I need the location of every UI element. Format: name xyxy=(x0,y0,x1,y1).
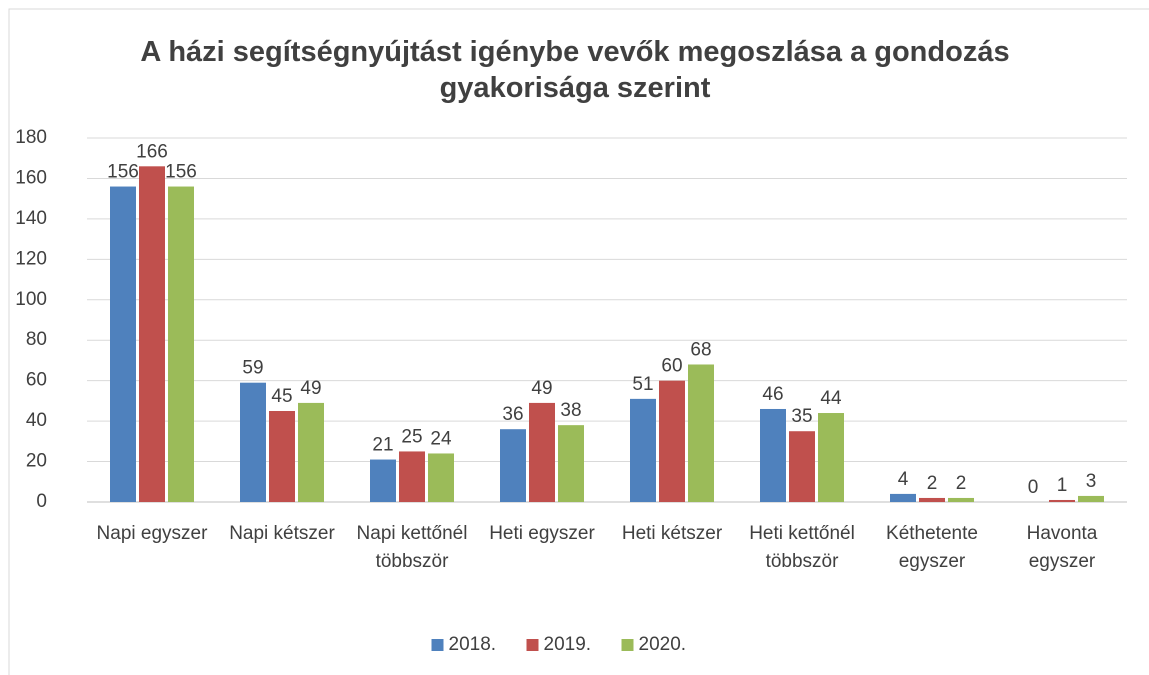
x-tick-label: Heti kétszer xyxy=(621,523,723,544)
y-tick-label: 40 xyxy=(26,410,47,431)
y-tick-label: 140 xyxy=(15,208,47,229)
bar xyxy=(688,364,714,502)
y-tick-label: 180 xyxy=(15,127,47,148)
data-label: 51 xyxy=(632,374,653,395)
bar xyxy=(298,402,324,502)
data-label: 3 xyxy=(1086,471,1097,492)
data-label: 25 xyxy=(401,426,422,447)
data-label: 0 xyxy=(1028,477,1039,498)
bar xyxy=(1078,495,1104,502)
bar xyxy=(558,425,584,502)
bar xyxy=(428,453,454,502)
data-label: 59 xyxy=(242,358,263,379)
data-label: 24 xyxy=(430,428,452,449)
bar xyxy=(818,413,844,502)
y-tick-label: 160 xyxy=(15,167,47,188)
data-label: 156 xyxy=(107,162,139,183)
x-tick-label: Napi kétszer xyxy=(229,523,335,544)
chart-frame xyxy=(8,8,1149,675)
bar xyxy=(500,429,526,502)
legend-swatch xyxy=(526,639,539,651)
bar xyxy=(760,408,786,502)
bar xyxy=(168,186,194,503)
data-label: 46 xyxy=(762,384,783,405)
x-tick-label: Heti egyszer xyxy=(489,523,595,544)
y-tick-label: 0 xyxy=(36,491,47,512)
data-label: 49 xyxy=(531,378,552,399)
chart-title: A házi segítségnyújtást igénybe vevők me… xyxy=(140,36,1010,104)
legend-label: 2019. xyxy=(544,634,592,655)
bar xyxy=(370,459,396,502)
data-label: 4 xyxy=(898,469,909,490)
data-label: 166 xyxy=(136,141,168,162)
data-label: 2 xyxy=(927,473,938,494)
legend-label: 2020. xyxy=(639,634,687,655)
x-tick-label: Napi kettőnél többször xyxy=(356,523,468,572)
data-label: 35 xyxy=(791,406,812,427)
data-label: 2 xyxy=(956,473,967,494)
data-label: 21 xyxy=(372,435,393,456)
y-tick-label: 120 xyxy=(15,248,47,269)
data-label: 36 xyxy=(502,404,523,425)
data-label: 1 xyxy=(1057,475,1068,496)
x-tick-label: Napi egyszer xyxy=(96,523,208,544)
x-tick-label: Havonta egyszer xyxy=(1026,523,1098,572)
x-tick-label: Kéthetente egyszer xyxy=(886,523,978,572)
x-tick-label: Heti kettőnél többször xyxy=(749,523,855,572)
bar xyxy=(890,493,916,502)
bar xyxy=(399,451,425,502)
legend-swatch xyxy=(431,639,444,651)
bar xyxy=(139,166,165,503)
data-label: 38 xyxy=(560,400,581,421)
bar xyxy=(269,411,295,502)
bar xyxy=(789,431,815,502)
y-tick-label: 60 xyxy=(26,370,47,391)
data-label: 156 xyxy=(165,162,197,183)
y-tick-label: 20 xyxy=(26,451,47,472)
bar xyxy=(529,402,555,502)
bar xyxy=(659,380,685,502)
legend-label: 2018. xyxy=(449,634,497,655)
data-label: 49 xyxy=(300,378,321,399)
bar xyxy=(630,398,656,502)
data-label: 68 xyxy=(690,340,711,361)
bar xyxy=(110,186,136,503)
data-label: 45 xyxy=(271,386,292,407)
data-label: 60 xyxy=(661,356,682,377)
bar xyxy=(948,497,974,502)
y-tick-label: 100 xyxy=(15,289,47,310)
bar xyxy=(919,497,945,502)
data-label: 44 xyxy=(820,388,842,409)
bar xyxy=(1049,499,1075,502)
y-tick-label: 80 xyxy=(26,329,47,350)
legend-swatch xyxy=(621,639,634,651)
bar xyxy=(240,382,266,502)
